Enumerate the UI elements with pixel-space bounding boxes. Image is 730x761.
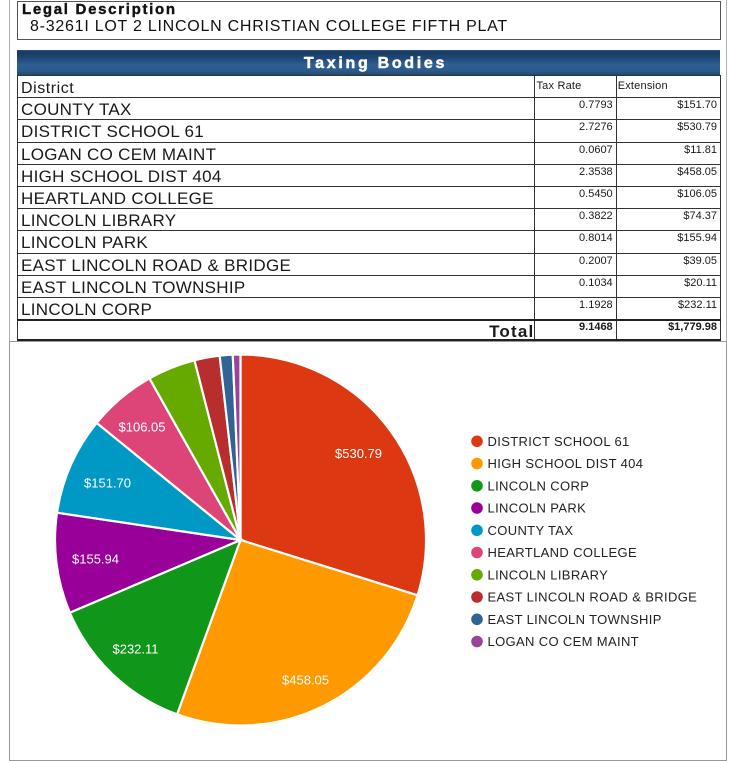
svg-text:$151.70: $151.70 — [84, 476, 131, 491]
svg-text:LINCOLN LIBRARY: LINCOLN LIBRARY — [488, 567, 609, 582]
svg-text:$106.05: $106.05 — [119, 420, 166, 435]
svg-text:$155.94: $155.94 — [72, 552, 119, 567]
svg-text:HEARTLAND COLLEGE: HEARTLAND COLLEGE — [488, 545, 637, 560]
svg-text:EAST LINCOLN TOWNSHIP: EAST LINCOLN TOWNSHIP — [488, 612, 662, 627]
svg-text:LINCOLN PARK: LINCOLN PARK — [488, 501, 587, 516]
svg-text:$530.79: $530.79 — [335, 446, 382, 461]
svg-text:$458.05: $458.05 — [282, 673, 329, 688]
svg-text:LINCOLN CORP: LINCOLN CORP — [488, 478, 590, 493]
svg-text:COUNTY TAX: COUNTY TAX — [488, 523, 574, 538]
svg-text:$232.11: $232.11 — [112, 642, 158, 657]
svg-text:LOGAN CO CEM MAINT: LOGAN CO CEM MAINT — [488, 634, 639, 649]
svg-text:HIGH SCHOOL DIST 404: HIGH SCHOOL DIST 404 — [488, 456, 644, 471]
svg-text:EAST LINCOLN ROAD & BRIDGE: EAST LINCOLN ROAD & BRIDGE — [488, 590, 698, 605]
svg-text:DISTRICT SCHOOL 61: DISTRICT SCHOOL 61 — [488, 434, 630, 449]
